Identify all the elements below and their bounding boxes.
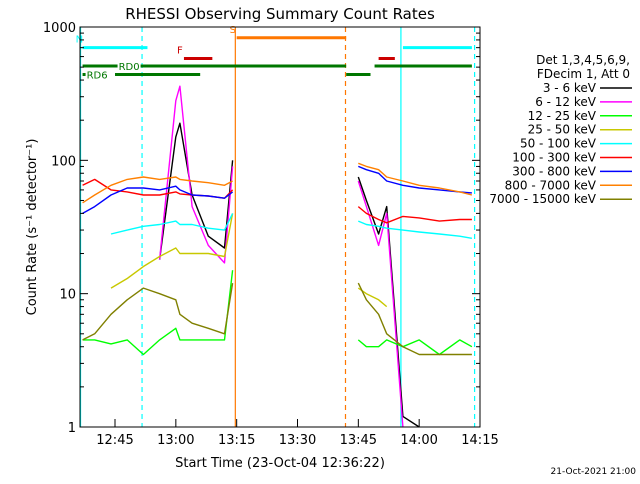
x-axis: 12:45 13:00 13:15 13:30 13:45 14:00 14:15 xyxy=(96,419,499,448)
y-tick-label: 10 xyxy=(59,288,76,303)
legend: Det 1,3,4,5,6,9, FDecim 1, Att 0 3 - 6 k… xyxy=(489,53,632,206)
legend-label: 25 - 50 keV xyxy=(528,123,597,137)
legend-label: 100 - 300 keV xyxy=(512,151,596,165)
legend-label: 300 - 800 keV xyxy=(512,164,596,178)
series-layer xyxy=(82,85,473,428)
series-line-8 xyxy=(82,282,472,356)
legend-label: 7000 - 15000 keV xyxy=(489,192,596,206)
x-tick-label: 13:00 xyxy=(157,433,194,448)
legend-label: 3 - 6 keV xyxy=(543,81,597,95)
x-tick-label: 13:30 xyxy=(279,433,316,448)
x-tick-label: 14:00 xyxy=(400,433,437,448)
series-line-7 xyxy=(82,162,473,204)
y-axis-label: Count Rate (s⁻¹ detector⁻¹) xyxy=(25,139,40,316)
flag-label-background xyxy=(85,69,109,81)
flag-label-f: F xyxy=(177,46,183,57)
flag-label-rd0: RD0 xyxy=(119,62,140,73)
y-axis: 1 10 100 1000 xyxy=(43,21,480,436)
y-tick-label: 100 xyxy=(51,154,76,169)
series-line-4 xyxy=(110,213,473,239)
y-tick-label: 1000 xyxy=(43,21,76,36)
chart-title: RHESSI Observing Summary Count Rates xyxy=(125,5,435,23)
overlay-layer: N F S RD0 RD6 xyxy=(76,25,476,427)
legend-header-line-1: Det 1,3,4,5,6,9, xyxy=(536,53,630,67)
x-tick-label: 13:45 xyxy=(340,433,377,448)
y-tick-label: 1 xyxy=(68,421,76,436)
legend-label: 50 - 100 keV xyxy=(520,137,597,151)
series-line-1 xyxy=(158,85,404,428)
flag-label-rd6: RD6 xyxy=(87,71,108,82)
footer-timestamp: 21-Oct-2021 21:00 xyxy=(551,467,637,477)
x-tick-label: 14:15 xyxy=(461,433,498,448)
legend-label: 12 - 25 keV xyxy=(528,109,597,123)
x-tick-label: 13:15 xyxy=(218,433,255,448)
legend-label: 800 - 7000 keV xyxy=(505,178,597,192)
x-tick-label: 12:45 xyxy=(96,433,133,448)
x-axis-label: Start Time (23-Oct-04 12:36:22) xyxy=(175,456,385,471)
flag-label-s: S xyxy=(230,25,236,36)
flag-label-n: N xyxy=(76,35,83,46)
plot-frame xyxy=(79,26,481,428)
flag-label-background xyxy=(117,60,141,72)
legend-label: 6 - 12 keV xyxy=(535,95,597,109)
legend-header-line-2: FDecim 1, Att 0 xyxy=(537,67,630,81)
